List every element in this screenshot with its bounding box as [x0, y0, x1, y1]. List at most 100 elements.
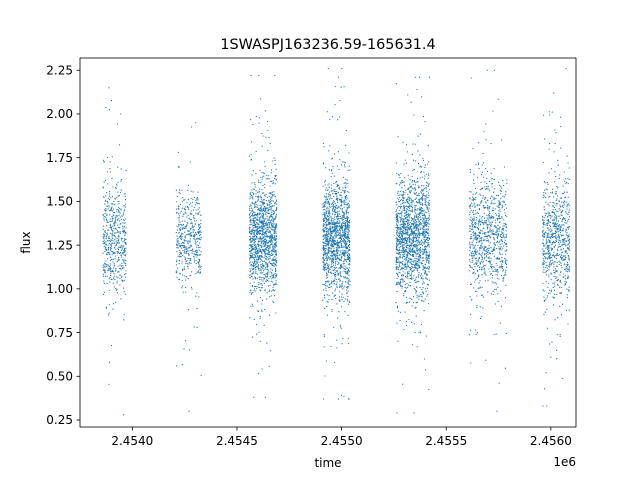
data-point: [399, 205, 401, 208]
data-point: [346, 255, 349, 257]
data-point: [275, 168, 277, 170]
data-point: [399, 232, 401, 234]
data-point: [105, 236, 107, 238]
data-point: [348, 225, 351, 227]
data-point: [341, 211, 343, 213]
data-point: [190, 274, 192, 277]
data-point: [274, 178, 276, 180]
data-point: [324, 307, 326, 309]
data-point: [343, 86, 345, 88]
data-point: [275, 203, 277, 205]
data-point: [410, 228, 413, 230]
data-point: [340, 237, 342, 240]
data-point: [178, 208, 180, 210]
data-point: [339, 271, 341, 273]
data-point: [424, 203, 426, 205]
data-point: [124, 193, 126, 195]
data-point: [406, 216, 408, 218]
data-point: [338, 206, 340, 208]
data-point: [326, 237, 328, 239]
data-point: [326, 274, 329, 276]
data-point: [181, 287, 183, 289]
data-point: [262, 222, 264, 224]
data-point: [193, 255, 195, 258]
data-point: [409, 281, 411, 284]
data-point: [428, 173, 430, 175]
data-point: [269, 235, 271, 237]
data-point: [271, 264, 273, 266]
data-point: [411, 254, 413, 256]
data-point: [261, 262, 263, 265]
data-point: [271, 226, 273, 228]
data-point: [198, 232, 200, 235]
data-point: [189, 218, 191, 220]
data-point: [267, 245, 269, 247]
data-point: [336, 339, 338, 341]
data-point: [181, 262, 183, 264]
data-point: [324, 195, 326, 197]
data-point: [270, 280, 273, 282]
data-point: [416, 236, 418, 238]
data-point: [256, 196, 259, 198]
data-point: [269, 222, 271, 224]
data-point: [111, 195, 114, 198]
data-point: [185, 279, 187, 281]
data-point: [188, 217, 190, 220]
data-point: [334, 266, 336, 268]
data-point: [181, 269, 184, 271]
data-point: [265, 200, 267, 202]
data-point: [332, 223, 335, 225]
data-point: [418, 255, 421, 257]
data-point: [325, 257, 327, 260]
data-point: [124, 242, 127, 244]
data-point: [187, 267, 189, 269]
data-point: [423, 310, 425, 312]
data-point: [266, 253, 268, 256]
data-point: [422, 287, 424, 289]
data-point: [105, 265, 107, 267]
data-point: [400, 208, 402, 210]
data-point: [266, 276, 268, 278]
data-point: [260, 205, 263, 207]
data-point: [118, 207, 121, 210]
data-point: [181, 364, 184, 366]
data-point: [396, 281, 398, 283]
data-point: [260, 290, 262, 292]
data-point: [331, 239, 334, 241]
data-point: [332, 272, 335, 275]
data-point: [122, 247, 124, 249]
data-point: [323, 213, 325, 215]
data-point: [341, 246, 343, 248]
data-point: [114, 278, 116, 280]
data-point: [251, 246, 253, 248]
data-point: [404, 231, 406, 233]
data-point: [252, 265, 254, 268]
data-point: [112, 250, 114, 253]
data-point: [266, 204, 268, 206]
data-point: [399, 280, 401, 283]
data-point: [111, 271, 113, 273]
data-point: [253, 226, 255, 229]
data-point: [342, 276, 345, 278]
data-point: [407, 196, 409, 198]
data-point: [259, 283, 261, 285]
data-point: [264, 245, 266, 248]
data-point: [192, 226, 194, 229]
data-point: [272, 235, 274, 237]
data-point: [347, 206, 350, 208]
data-point: [257, 195, 259, 197]
data-point: [325, 360, 327, 362]
data-point: [346, 276, 348, 279]
data-point: [193, 259, 195, 261]
data-point: [327, 209, 329, 211]
data-point: [404, 229, 406, 231]
data-point: [332, 238, 334, 240]
data-point: [267, 208, 269, 210]
data-point: [404, 283, 407, 286]
data-point: [333, 254, 335, 256]
data-point: [116, 232, 118, 234]
data-point: [190, 210, 192, 212]
data-point: [398, 236, 401, 239]
data-point: [261, 245, 263, 247]
data-point: [194, 234, 196, 237]
